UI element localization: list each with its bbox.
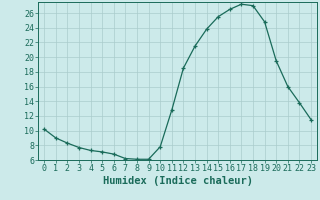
X-axis label: Humidex (Indice chaleur): Humidex (Indice chaleur)	[103, 176, 252, 186]
